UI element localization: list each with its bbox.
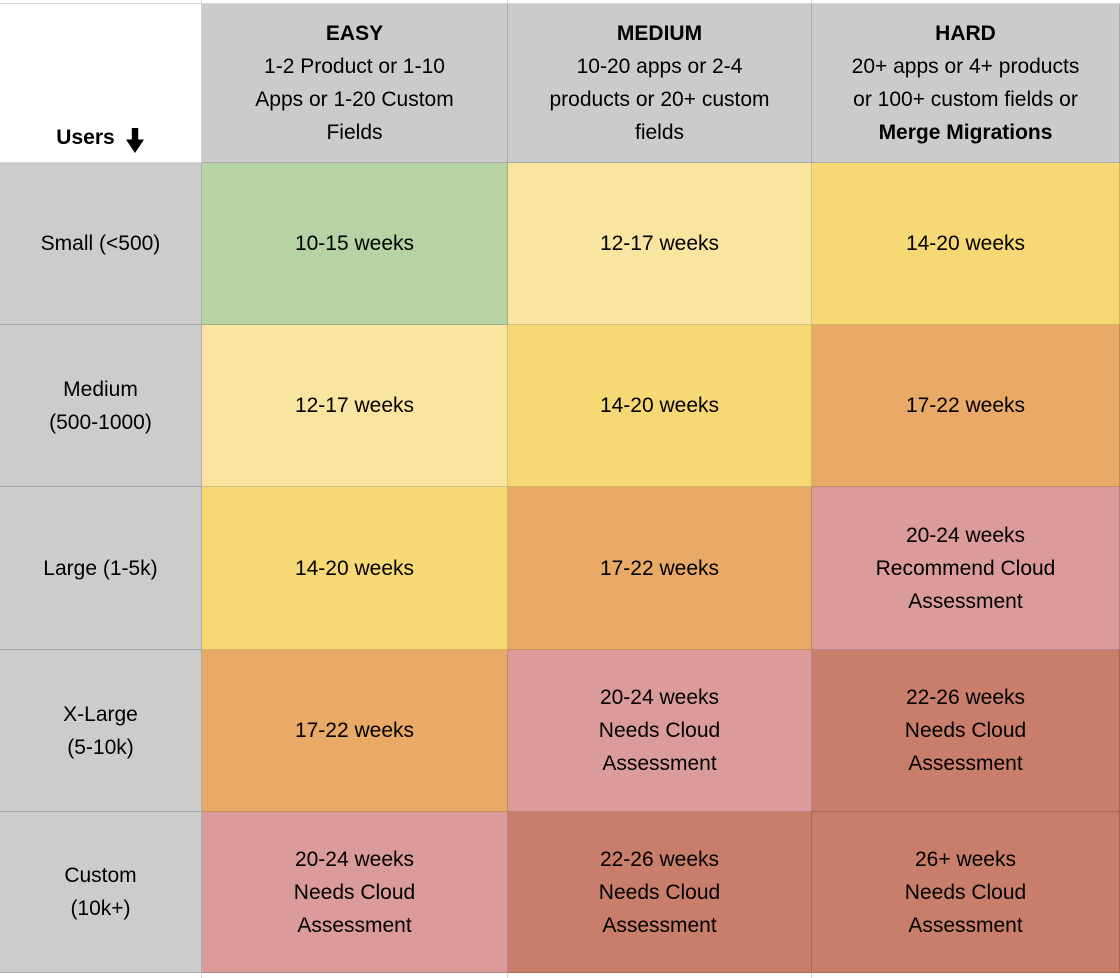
users-label: Users: [56, 126, 115, 149]
cell-large-medium[interactable]: 17-22 weeks: [508, 487, 812, 650]
row-label-custom[interactable]: Custom (10k+): [0, 812, 202, 973]
column-title: EASY: [325, 22, 384, 45]
cell-medium-easy[interactable]: 12-17 weeks: [202, 325, 508, 487]
cell-large-hard[interactable]: 20-24 weeks Recommend Cloud Assessment: [812, 487, 1120, 650]
column-description-bold: Merge Migrations: [878, 121, 1053, 144]
gridline: [507, 973, 508, 978]
column-header-easy[interactable]: EASY 1-2 Product or 1-10 Apps or 1-20 Cu…: [202, 4, 508, 163]
column-description: 10-20 apps or 2-4 products or 20+ custom…: [549, 55, 770, 144]
cell-medium-medium[interactable]: 14-20 weeks: [508, 325, 812, 487]
column-title: MEDIUM: [616, 22, 703, 45]
gridline: [811, 973, 812, 978]
cell-large-easy[interactable]: 14-20 weeks: [202, 487, 508, 650]
cell-custom-medium[interactable]: 22-26 weeks Needs Cloud Assessment: [508, 812, 812, 973]
cutoff-row-bottom: [0, 973, 1120, 978]
column-title: HARD: [935, 22, 996, 45]
row-label-xlarge[interactable]: X-Large (5-10k): [0, 650, 202, 812]
cutoff-row-top: [0, 0, 1120, 4]
gridline: [811, 0, 812, 3]
cell-xlarge-easy[interactable]: 17-22 weeks: [202, 650, 508, 812]
corner-header-users[interactable]: Users: [0, 4, 202, 163]
cell-small-medium[interactable]: 12-17 weeks: [508, 163, 812, 325]
cell-small-easy[interactable]: 10-15 weeks: [202, 163, 508, 325]
row-label-small[interactable]: Small (<500): [0, 163, 202, 325]
gridline: [201, 973, 202, 978]
row-label-large[interactable]: Large (1-5k): [0, 487, 202, 650]
column-header-medium[interactable]: MEDIUM 10-20 apps or 2-4 products or 20+…: [508, 4, 812, 163]
cell-medium-hard[interactable]: 17-22 weeks: [812, 325, 1120, 487]
column-description: 1-2 Product or 1-10 Apps or 1-20 Custom …: [255, 55, 454, 144]
gridline: [507, 0, 508, 3]
down-arrow-icon: [125, 127, 145, 154]
row-label-medium[interactable]: Medium (500-1000): [0, 325, 202, 487]
gridline: [201, 0, 202, 3]
column-description: 20+ apps or 4+ products or 100+ custom f…: [851, 55, 1080, 111]
cell-xlarge-hard[interactable]: 22-26 weeks Needs Cloud Assessment: [812, 650, 1120, 812]
cell-small-hard[interactable]: 14-20 weeks: [812, 163, 1120, 325]
cell-xlarge-medium[interactable]: 20-24 weeks Needs Cloud Assessment: [508, 650, 812, 812]
cell-custom-hard[interactable]: 26+ weeks Needs Cloud Assessment: [812, 812, 1120, 973]
cell-custom-easy[interactable]: 20-24 weeks Needs Cloud Assessment: [202, 812, 508, 973]
difficulty-matrix-table: Users EASY 1-2 Product or 1-10 Apps or 1…: [0, 4, 1120, 973]
column-header-hard[interactable]: HARD 20+ apps or 4+ products or 100+ cus…: [812, 4, 1120, 163]
